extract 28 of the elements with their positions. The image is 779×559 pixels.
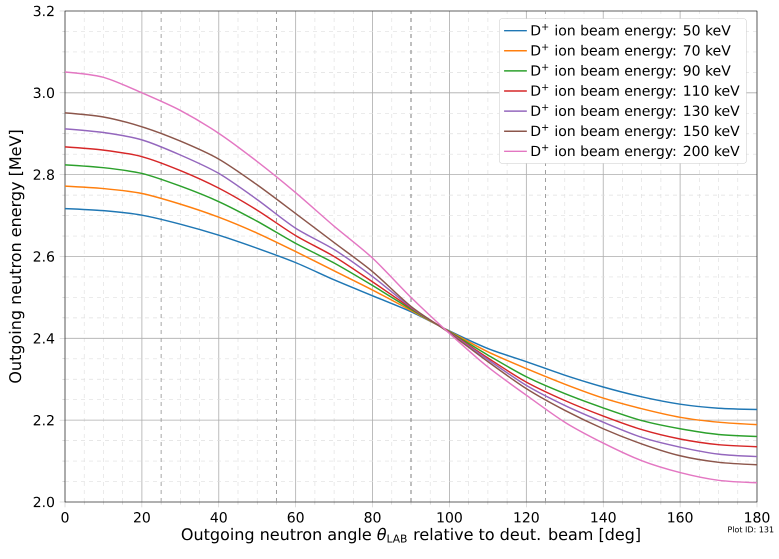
x-tick-label: 100 bbox=[438, 512, 462, 523]
x-tick-label: 140 bbox=[591, 512, 616, 523]
y-tick-label: 2.0 bbox=[34, 496, 54, 508]
x-axis-title: Outgoing neutron angle θ$_{LAB}$ relative to deut. beam [deg] bbox=[182, 528, 640, 544]
x-tick-label: 180 bbox=[745, 512, 770, 523]
y-tick-label: 3.2 bbox=[34, 6, 54, 16]
y-axis-title: Outgoing neutron energy [MeV] bbox=[8, 130, 24, 383]
y-tick-label: 3.0 bbox=[34, 88, 54, 98]
x-tick-label: 0 bbox=[61, 512, 69, 523]
y-tick-label: 2.8 bbox=[34, 169, 54, 180]
text: Plot ID: 131 bbox=[728, 526, 774, 532]
x-tick-label: 60 bbox=[288, 512, 304, 523]
legend-label: D$^{+}$ ion beam energy: 50 keV bbox=[532, 24, 731, 38]
legend-label: D$^{+}$ ion beam energy: 130 keV bbox=[532, 104, 740, 119]
x-tick-label: 160 bbox=[668, 512, 693, 523]
x-tick-label: 80 bbox=[364, 512, 381, 523]
x-tick-label: 40 bbox=[210, 512, 227, 523]
y-tick-label: 2.4 bbox=[34, 333, 54, 344]
x-tick-label: 120 bbox=[514, 512, 539, 523]
line-series bbox=[65, 208, 757, 410]
legend-label: D$^{+}$ ion beam energy: 200 keV bbox=[532, 144, 740, 159]
y-tick-label: 2.6 bbox=[34, 251, 54, 262]
legend-label: D$^{+}$ ion beam energy: 70 keV bbox=[532, 44, 731, 58]
legend-label: D$^{+}$ ion beam energy: 90 keV bbox=[532, 64, 731, 79]
x-tick-label: 20 bbox=[134, 512, 150, 523]
y-tick-label: 2.2 bbox=[34, 414, 54, 426]
legend-label: D$^{+}$ ion beam energy: 110 keV bbox=[532, 84, 740, 99]
legend-label: D$^{+}$ ion beam energy: 150 keV bbox=[532, 124, 740, 139]
